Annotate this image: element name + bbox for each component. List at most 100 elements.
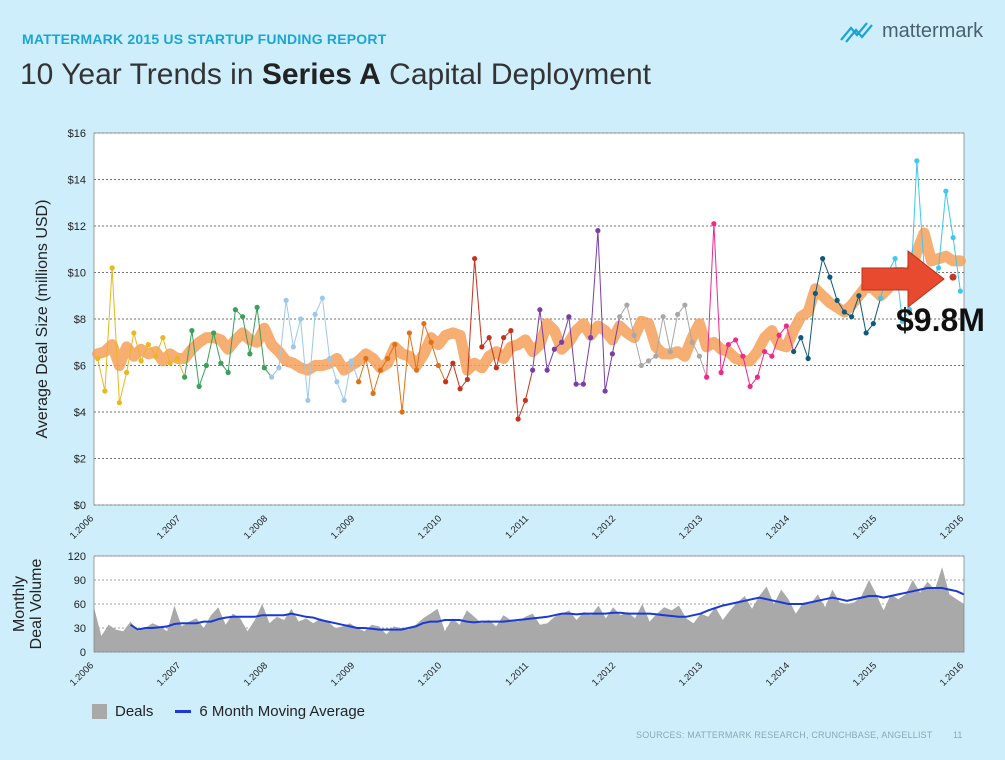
- data-point: [486, 335, 492, 341]
- volume-plot-border: [93, 555, 965, 653]
- data-point: [131, 330, 137, 336]
- data-point: [363, 355, 369, 362]
- data-point: [261, 365, 267, 371]
- data-point: [479, 344, 485, 350]
- final-data-point: [949, 273, 957, 281]
- volume-x-tick-label: 1.2016: [938, 660, 966, 688]
- plot-area: [94, 133, 964, 505]
- volume-x-tick-label: 1.2008: [242, 660, 270, 688]
- data-point: [327, 355, 333, 362]
- data-point: [334, 379, 340, 385]
- volume-y-tick-label: 120: [68, 551, 86, 563]
- volume-y-tick-label: 30: [74, 623, 86, 635]
- data-point: [950, 235, 956, 241]
- mattermark-logo: mattermark: [838, 18, 983, 44]
- data-point: [566, 314, 572, 320]
- data-point: [747, 383, 753, 390]
- volume-x-tick-label: 1.2012: [590, 660, 618, 688]
- data-point: [464, 376, 470, 383]
- data-point: [290, 344, 296, 350]
- data-point: [435, 362, 441, 369]
- data-point: [776, 332, 782, 338]
- data-point: [827, 274, 833, 280]
- x-tick-label: 1.2008: [242, 513, 270, 541]
- data-point: [305, 397, 311, 403]
- data-point: [530, 367, 536, 373]
- data-point: [537, 307, 543, 313]
- legend-deals-label: Deals: [115, 703, 154, 720]
- data-point: [312, 311, 318, 317]
- data-point: [841, 309, 847, 315]
- data-point: [182, 374, 188, 380]
- x-tick-label: 1.2011: [503, 513, 531, 541]
- y-tick-label: $6: [74, 361, 86, 373]
- data-point: [189, 328, 195, 334]
- data-point: [638, 362, 644, 369]
- data-point: [153, 353, 159, 359]
- y-tick-label: $16: [68, 128, 86, 140]
- y-tick-label: $2: [74, 454, 86, 466]
- data-point: [95, 355, 101, 362]
- data-point: [580, 381, 586, 387]
- y-axis-label: Average Deal Size (millions USD): [34, 200, 51, 439]
- data-point: [501, 335, 507, 341]
- data-point: [348, 358, 354, 364]
- y-tick-label: $10: [68, 268, 86, 280]
- data-point: [870, 321, 876, 327]
- x-tick-label: 1.2015: [851, 513, 879, 541]
- y-tick-label: $4: [74, 407, 86, 419]
- data-point: [232, 307, 238, 313]
- volume-x-tick-label: 1.2007: [155, 660, 183, 688]
- volume-x-tick-label: 1.2015: [851, 660, 879, 688]
- volume-y-axis-label-line: Deal Volume: [28, 559, 45, 650]
- series-line-year-2015: [880, 160, 961, 323]
- y-tick-label: $8: [74, 314, 86, 326]
- callout-arrow: [861, 249, 945, 309]
- data-point: [319, 295, 325, 301]
- data-point: [356, 379, 362, 385]
- data-point: [138, 358, 144, 364]
- data-point: [102, 388, 108, 394]
- data-point: [943, 188, 949, 194]
- deals-area: [94, 567, 964, 652]
- x-tick-label: 1.2014: [764, 513, 792, 541]
- data-point: [544, 367, 550, 373]
- data-point: [196, 383, 202, 390]
- data-point: [899, 318, 905, 324]
- data-point: [675, 311, 681, 317]
- data-point: [617, 314, 623, 320]
- y-tick-label: $0: [74, 500, 86, 512]
- data-point: [414, 367, 420, 373]
- data-point: [762, 348, 768, 355]
- data-point: [174, 355, 180, 362]
- data-point: [472, 255, 478, 262]
- data-point: [769, 353, 775, 359]
- x-tick-label: 1.2006: [68, 513, 96, 541]
- data-point: [914, 158, 920, 164]
- volume-x-tick-label: 1.2010: [416, 660, 444, 688]
- data-point: [667, 348, 673, 355]
- data-point: [740, 353, 746, 359]
- data-point: [805, 355, 811, 362]
- logo-text: mattermark: [882, 19, 984, 42]
- data-point: [573, 381, 579, 387]
- data-point: [609, 351, 615, 357]
- volume-x-tick-label: 1.2014: [764, 660, 792, 688]
- data-point: [124, 369, 130, 376]
- legend: Deals 6 Month Moving Average: [92, 703, 365, 720]
- data-point: [689, 339, 695, 345]
- data-point: [508, 328, 514, 334]
- data-point: [276, 365, 282, 371]
- mattermark-logo-icon: [840, 22, 873, 43]
- data-point: [551, 346, 557, 352]
- data-point: [798, 335, 804, 341]
- x-tick-label: 1.2009: [329, 513, 357, 541]
- volume-y-axis-label-line: Monthly: [11, 576, 28, 632]
- data-point: [406, 330, 412, 336]
- data-point: [247, 351, 253, 357]
- report-kicker: MATTERMARK 2015 US STARTUP FUNDING REPOR…: [22, 31, 387, 47]
- volume-y-axis-label: MonthlyDeal Volume: [11, 559, 45, 650]
- data-point: [421, 321, 427, 327]
- data-point: [783, 323, 789, 329]
- data-point: [450, 360, 456, 366]
